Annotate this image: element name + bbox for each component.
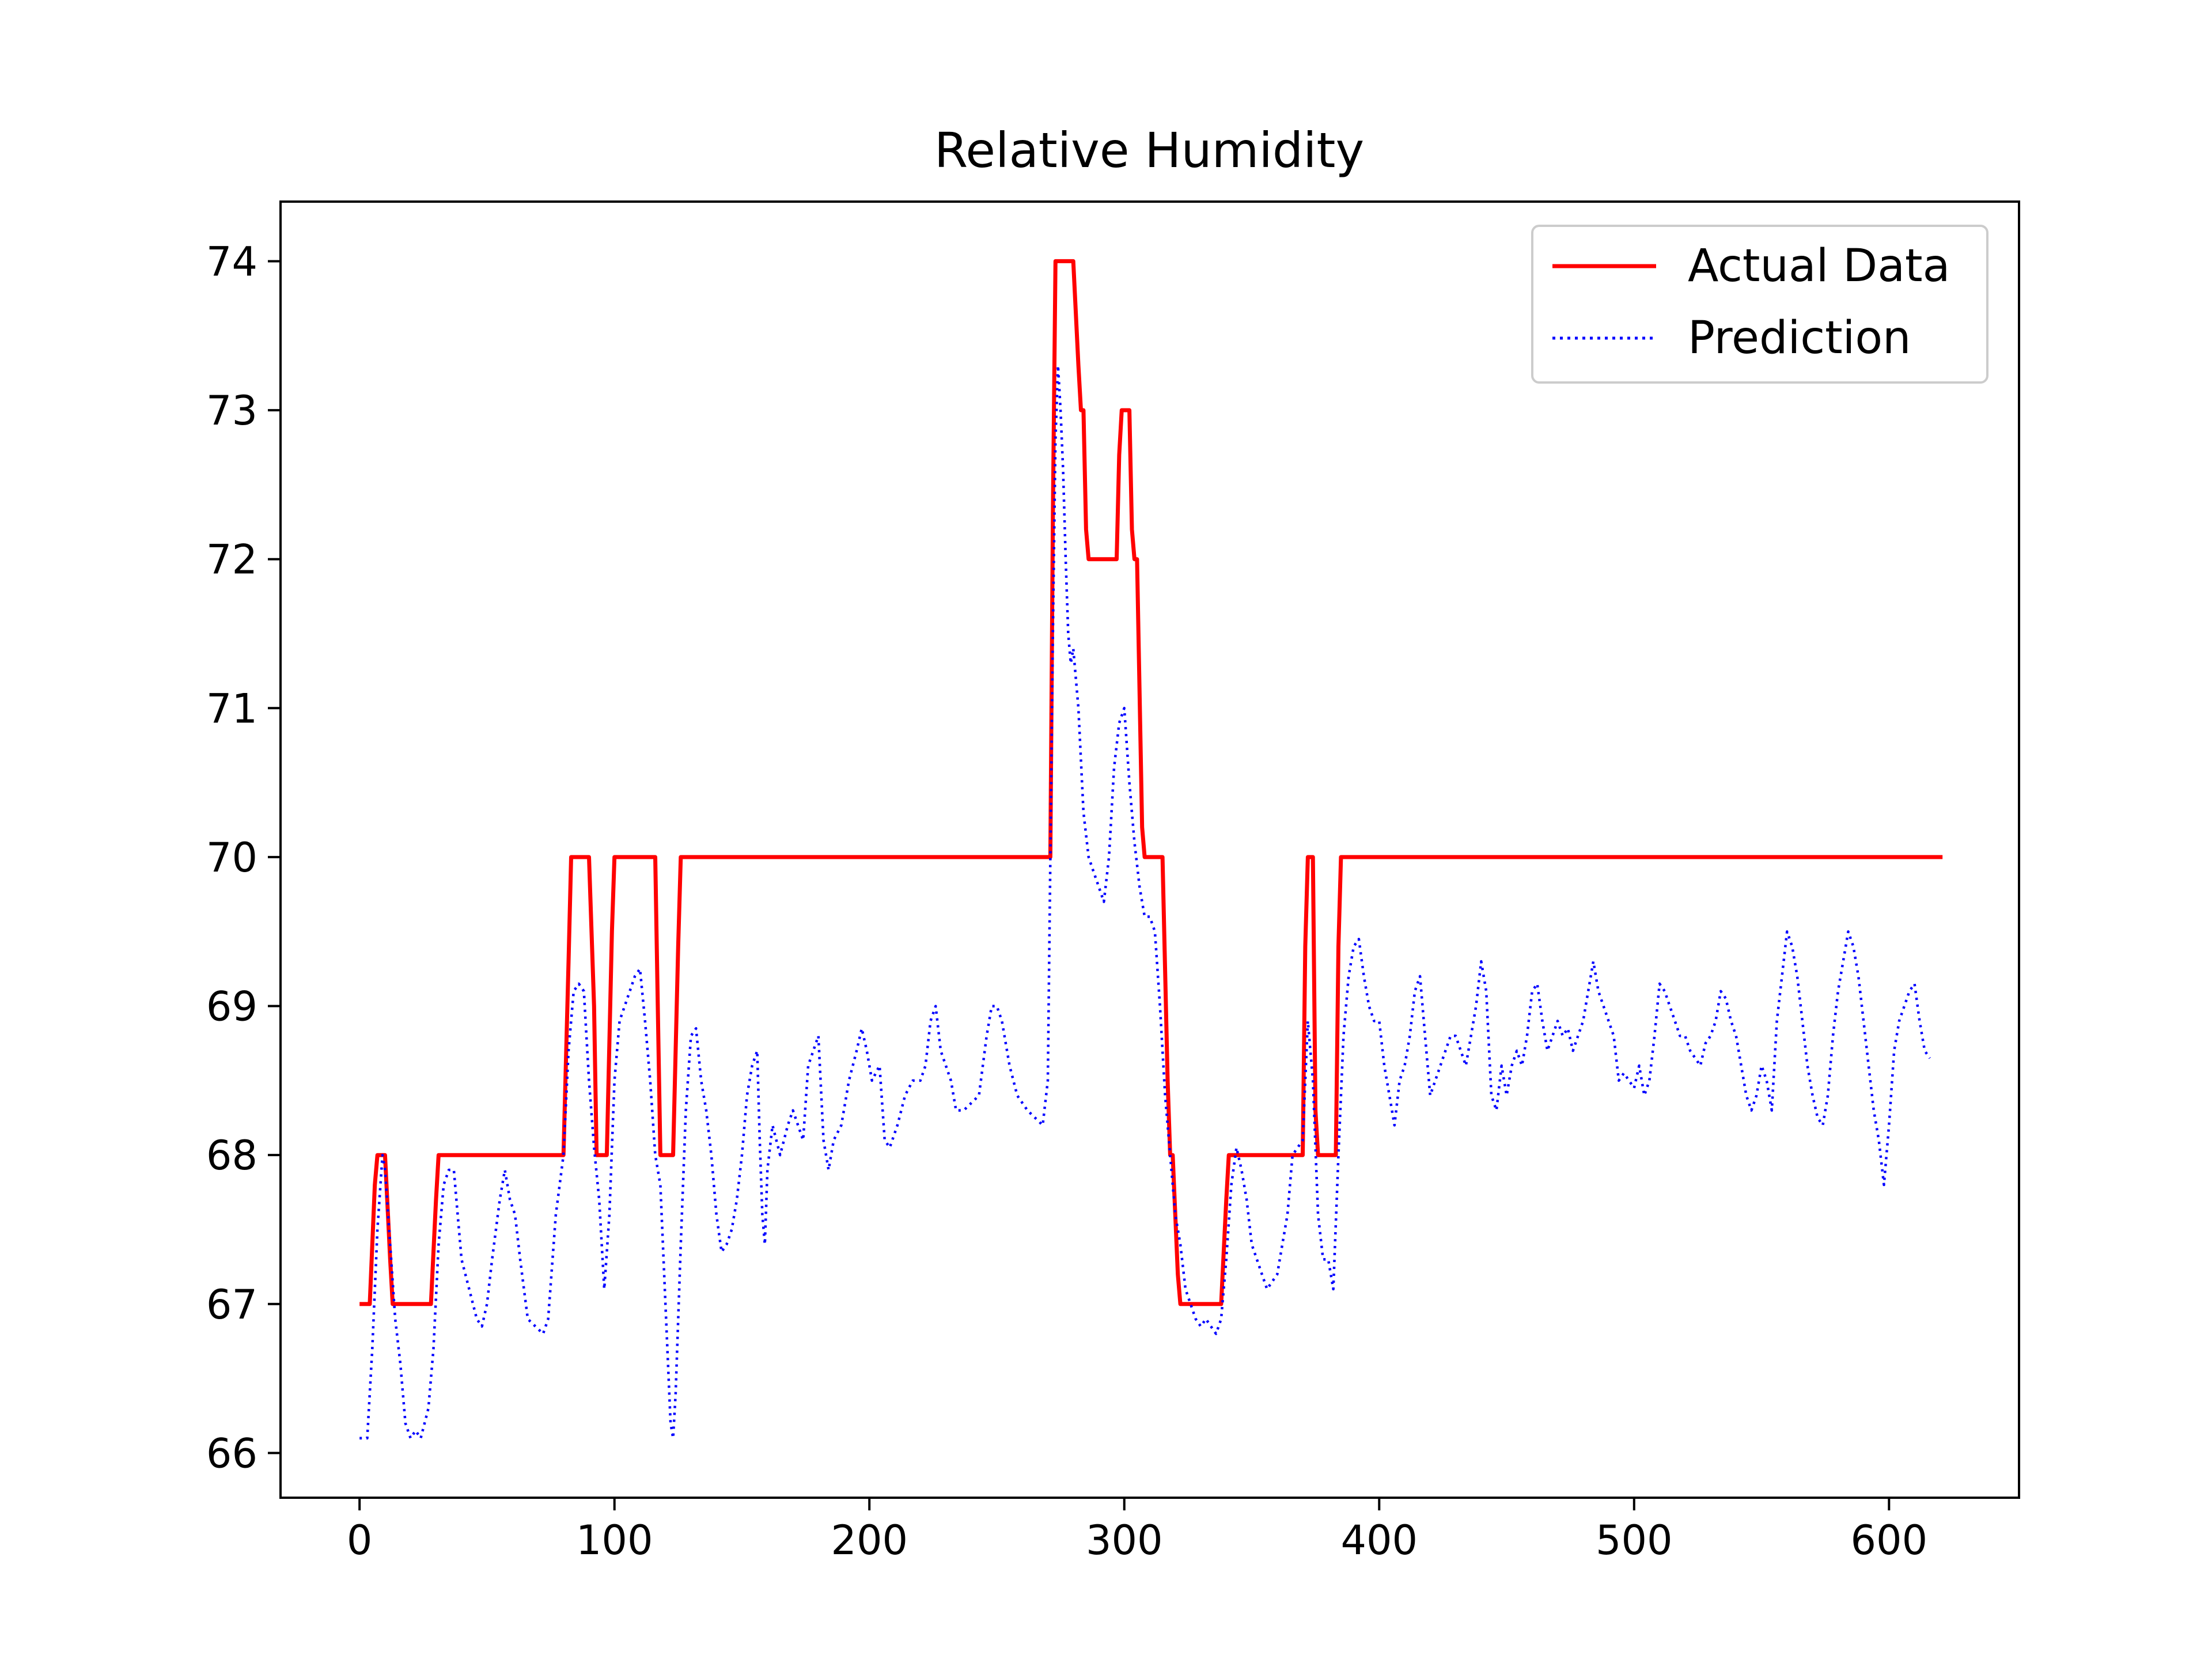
x-tick-label: 300 <box>1086 1517 1163 1564</box>
y-tick-label: 74 <box>206 238 257 285</box>
y-tick-label: 69 <box>206 983 257 1031</box>
y-tick-label: 71 <box>206 685 257 732</box>
legend-label-prediction: Prediction <box>1688 312 1911 364</box>
y-tick-label: 73 <box>206 387 257 434</box>
legend-label-actual: Actual Data <box>1688 240 1950 292</box>
axes: 0 100 200 300 400 500 600 66 67 68 69 70 71 72 73 74 <box>206 200 2020 1564</box>
legend: Actual Data Prediction <box>1531 225 1988 384</box>
x-tick-label: 400 <box>1340 1517 1418 1564</box>
plot-frame <box>279 200 2020 1499</box>
x-tick-label: 0 <box>347 1517 373 1564</box>
chart-title: Relative Humidity <box>934 122 1364 179</box>
series-line-prediction <box>359 364 1931 1440</box>
y-tick-label: 70 <box>206 834 257 881</box>
y-tick-label: 68 <box>206 1132 257 1179</box>
x-tick-label: 100 <box>576 1517 653 1564</box>
plot-area <box>359 259 1943 1440</box>
y-tick-label: 67 <box>206 1281 257 1328</box>
y-tick-label: 66 <box>206 1430 257 1477</box>
series-line-actual-data <box>359 259 1943 1306</box>
y-tick-label: 72 <box>206 536 257 584</box>
x-tick-label: 500 <box>1596 1517 1673 1564</box>
x-tick-label: 600 <box>1851 1517 1928 1564</box>
x-tick-label: 200 <box>831 1517 908 1564</box>
